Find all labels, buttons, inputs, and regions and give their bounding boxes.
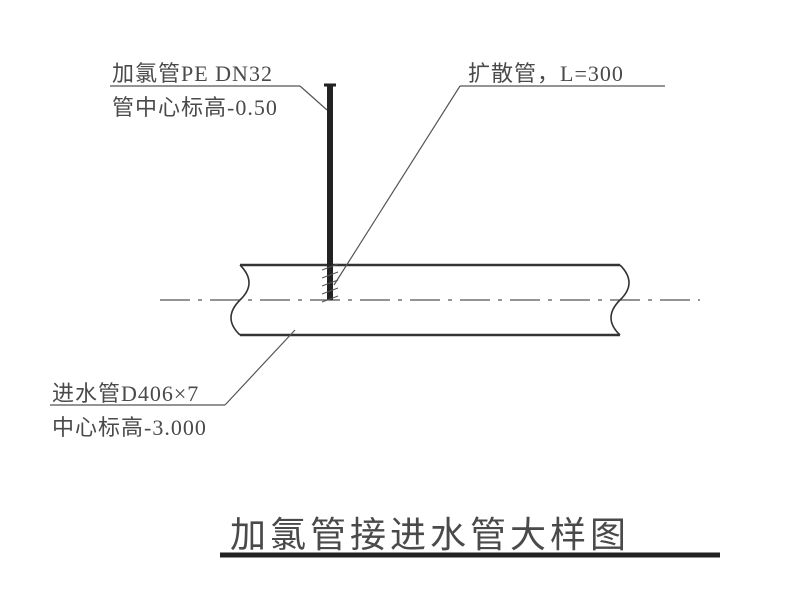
chlorine-pipe-label-2: 管中心标高-0.50 bbox=[112, 90, 278, 122]
chlorine-pipe-label-1: 加氯管PE DN32 bbox=[112, 56, 273, 88]
inlet-pipe-label-2: 中心标高-3.000 bbox=[52, 410, 207, 442]
inlet-pipe-label-1: 进水管D406×7 bbox=[52, 376, 199, 408]
diffuser-label: 扩散管，L=300 bbox=[468, 56, 624, 88]
leader-diffuser bbox=[334, 86, 665, 285]
drawing-title: 加氯管接进水管大样图 bbox=[230, 506, 630, 558]
